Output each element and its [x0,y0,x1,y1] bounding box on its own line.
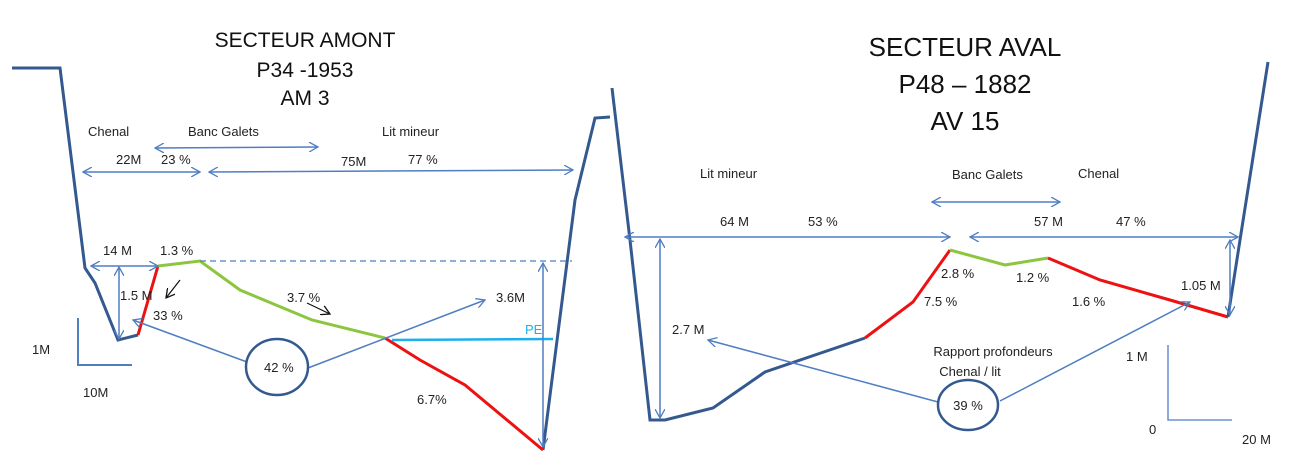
lit-width-arrow [209,170,573,172]
slope-label: 33 % [153,308,183,323]
right-bank-profile [1226,61,1270,318]
deposit-segment [949,248,1049,267]
ratio-ellipse [936,378,1000,432]
title-line-2: P34 -1953 [257,59,354,82]
lit-width-label: 75M [341,154,366,169]
zone-chenal-label: Chenal [1078,166,1119,181]
depth-label: 2.7 M [672,322,705,337]
erosion-segment [864,249,952,340]
ratio-caption-line-2: Chenal / lit [939,364,1001,379]
erosion-segment [384,336,544,452]
zone-chenal-label: Chenal [88,124,129,139]
banc-arrow [155,147,318,148]
title-line-1: SECTEUR AVAL [869,32,1062,62]
left-bank-profile [610,87,866,422]
chenal-width-label: 22M [116,152,141,167]
scale-horizontal-label: 20 M [1242,432,1271,447]
slope-label: 1.2 % [1016,270,1050,285]
zone-banc-label: Banc Galets [952,167,1023,182]
zone-banc-label: Banc Galets [188,124,259,139]
lit-pct-label: 77 % [408,152,438,167]
ratio-ellipse [244,337,310,397]
slope-label: 1.6 % [1072,294,1106,309]
scale-bar [1167,345,1232,421]
deposit-segment [157,259,386,340]
chenal-pct-label: 47 % [1116,214,1146,229]
lit-pct-label: 53 % [808,214,838,229]
ratio-pointer-arrow [999,302,1190,402]
scale-horizontal-label: 10M [83,385,108,400]
right-bank-profile [541,115,611,451]
ratio-pointer-arrow [708,340,939,403]
slope-label: 7.5 % [924,294,958,309]
scale-bar [77,318,132,366]
depth-label: 1.5 M [120,288,153,303]
pe-line [391,337,554,342]
black-arrow-icon [306,302,330,314]
ratio-value: 39 % [953,398,983,413]
zone-lit-label: Lit mineur [700,166,758,181]
slope-label: 1.3 % [160,243,194,258]
scale-vertical-label: 1 M [1126,349,1148,364]
ratio-caption-line-1: Rapport profondeurs [933,344,1053,359]
ratio-pointer-arrow [133,320,248,363]
lit-width-label: 64 M [720,214,749,229]
section-aval: SECTEUR AVAL P48 – 1882 AV 15 Lit mineur… [610,32,1271,447]
chenal-pct-label: 23 % [161,152,191,167]
section-amont: SECTEUR AMONT P34 -1953 AM 3 Chenal Banc… [12,29,611,452]
title-line-1: SECTEUR AMONT [215,29,396,52]
slope-label: 6.7% [417,392,447,407]
title-line-3: AM 3 [280,87,329,110]
erosion-segment [1047,256,1229,319]
slope-label: 3.7 % [287,290,321,305]
ratio-pointer-arrow [307,300,485,369]
title-line-3: AV 15 [931,106,1000,136]
title-line-2: P48 – 1882 [898,69,1031,99]
scale-origin-label: 0 [1149,422,1156,437]
width-14m-label: 14 M [103,243,132,258]
slope-label: 2.8 % [941,266,975,281]
black-arrow-icon [166,279,181,298]
ratio-value: 42 % [264,360,294,375]
zone-lit-label: Lit mineur [382,124,440,139]
depth-label: 1.05 M [1181,278,1221,293]
pe-label: PE [525,322,543,337]
chenal-width-label: 57 M [1034,214,1063,229]
scale-vertical-label: 1M [32,342,50,357]
depth-label: 3.6M [496,290,525,305]
